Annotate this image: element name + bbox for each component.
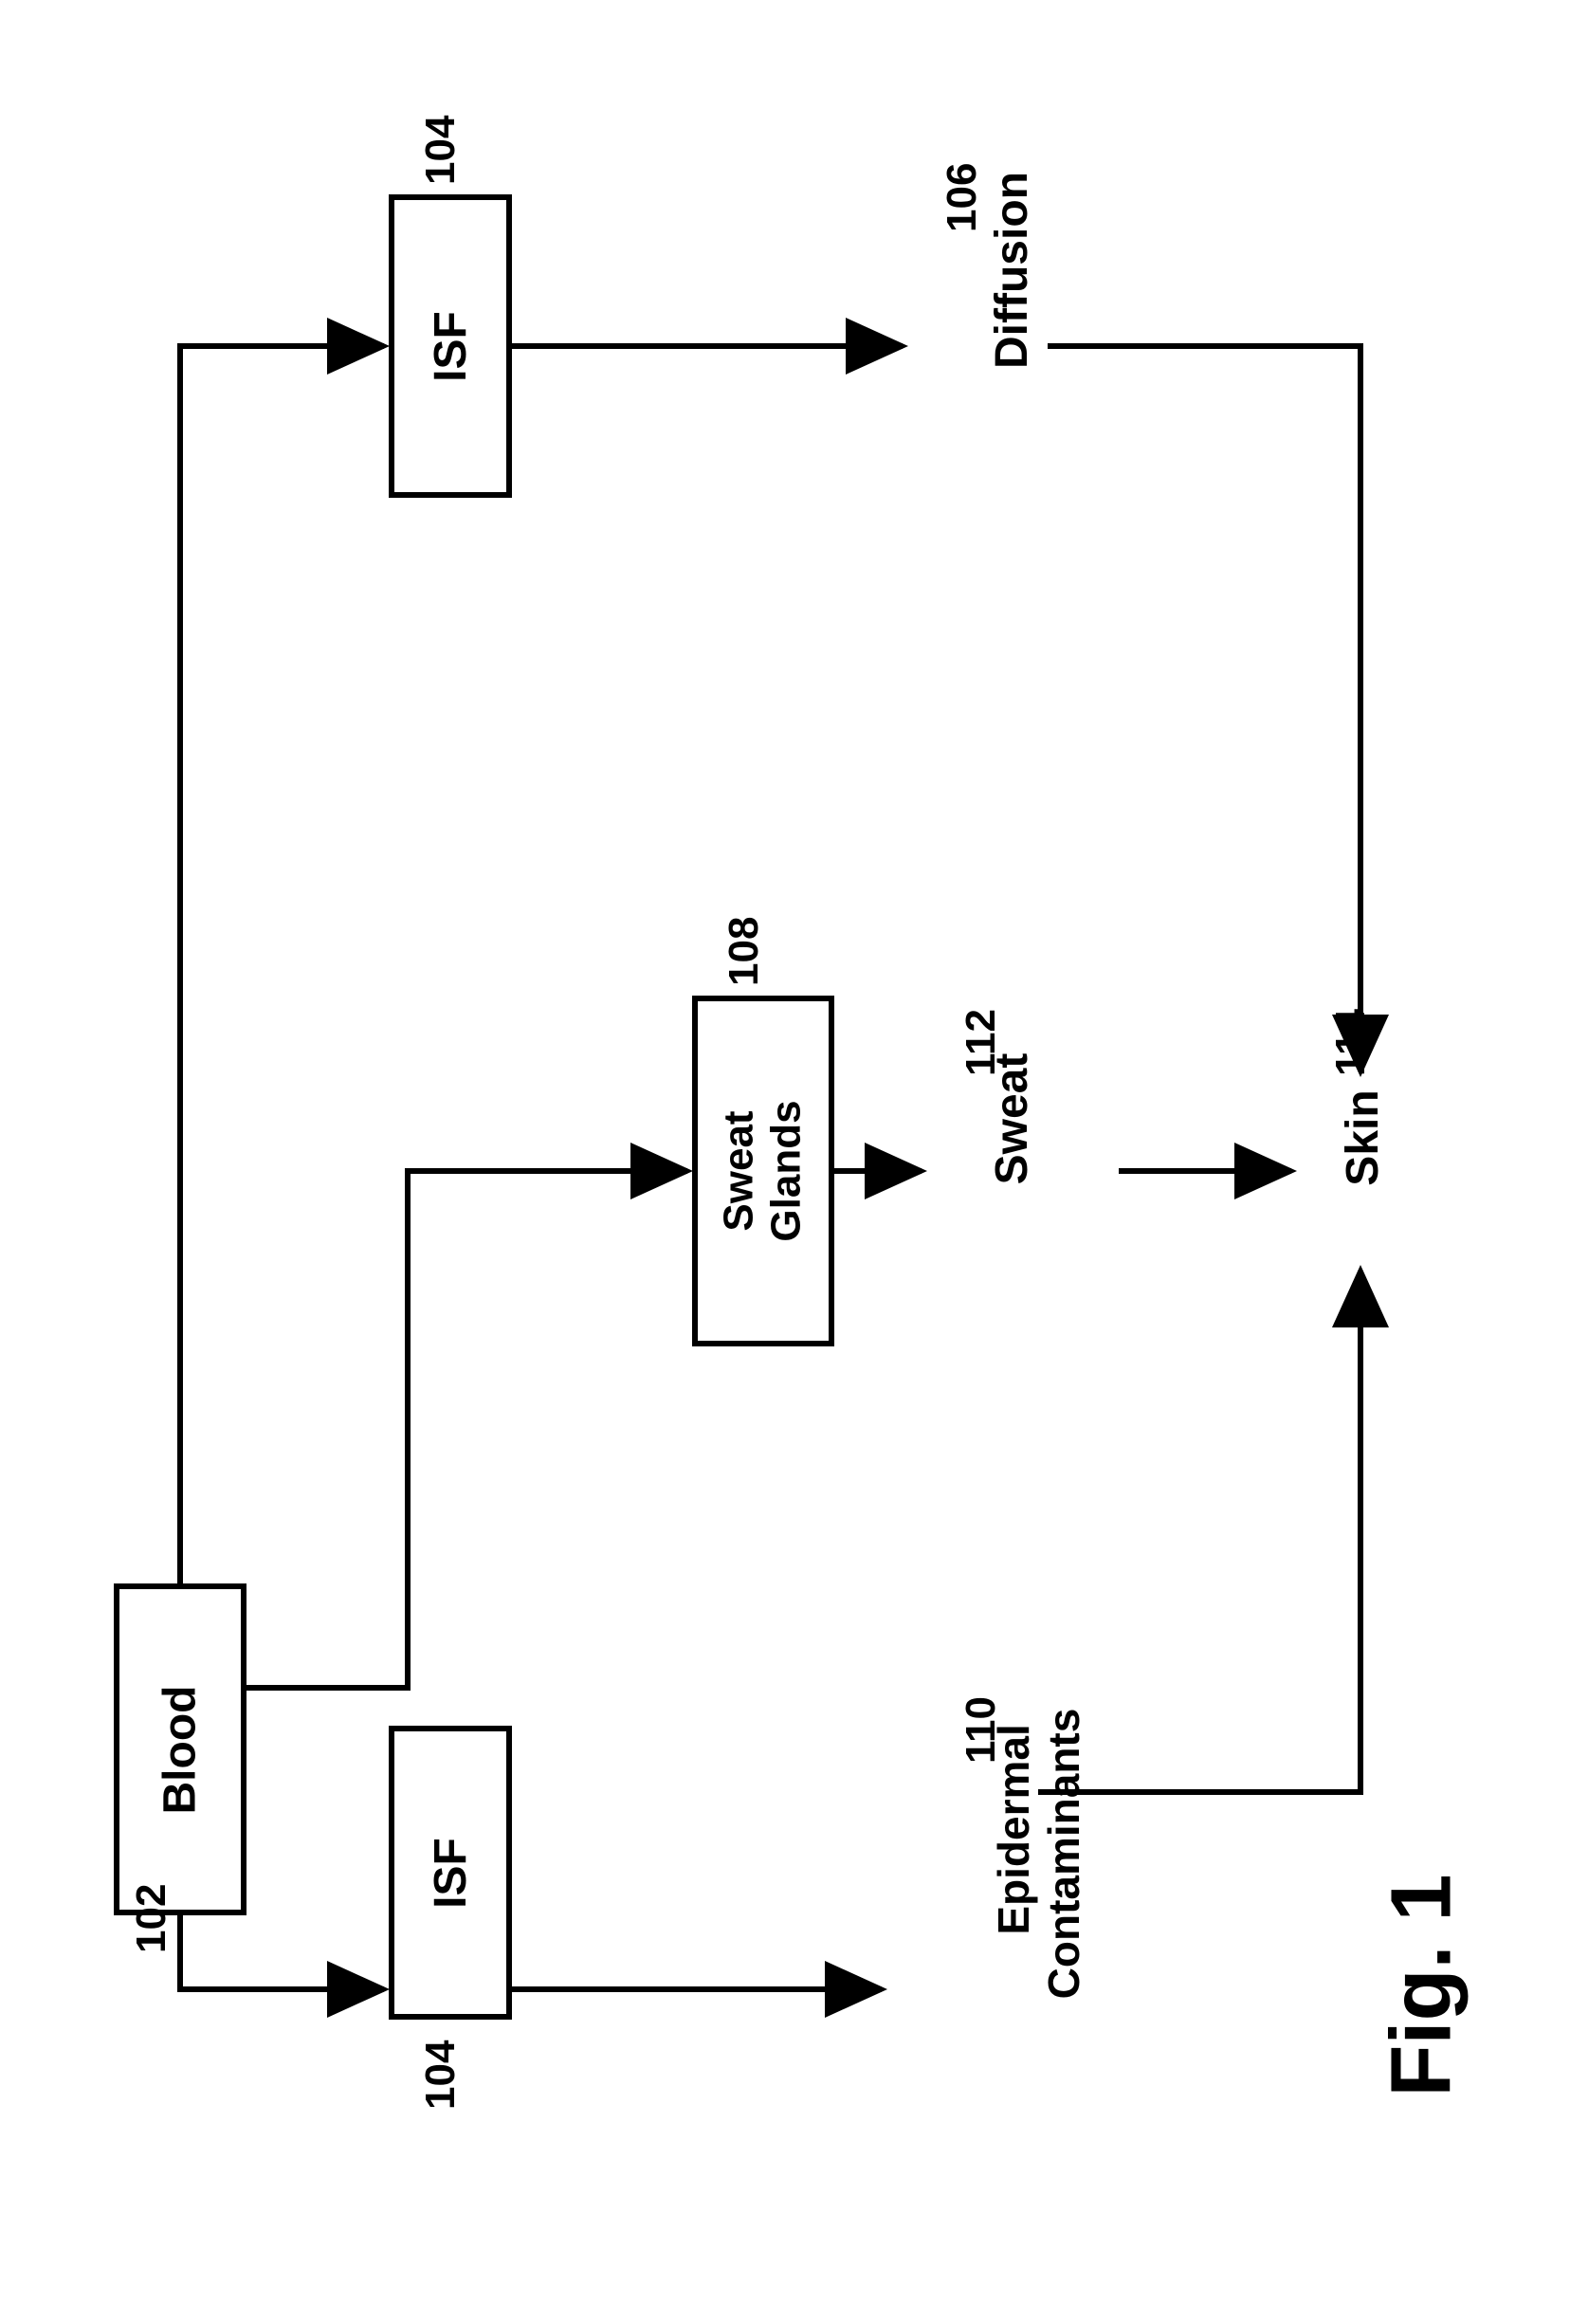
node-blood-label: Blood (155, 1685, 207, 1814)
node-isf-top: ISF (389, 194, 512, 498)
ref-epidermal: 110 (958, 1696, 1005, 1764)
ref-diffusion: 106 (939, 163, 986, 232)
diagram-container: Blood 102 ISF 104 ISF 104 Sweat Glands 1… (0, 0, 1570, 2324)
node-isf-top-label: ISF (424, 311, 476, 382)
node-sweat-glands: Sweat Glands (692, 996, 834, 1346)
ref-blood: 102 (128, 1884, 175, 1953)
node-isf-bottom: ISF (389, 1726, 512, 2020)
node-diffusion: Diffusion (986, 166, 1043, 375)
ref-skin: 114 (1327, 1009, 1375, 1076)
node-skin: Skin (1337, 1076, 1394, 1199)
node-sweat-glands-label: Sweat Glands (716, 1100, 811, 1241)
ref-sweat-glands: 108 (721, 917, 768, 986)
ref-sweat: 112 (958, 1009, 1005, 1076)
node-isf-bottom-label: ISF (424, 1838, 476, 1909)
ref-isf-bottom: 104 (417, 2040, 465, 2110)
ref-isf-top: 104 (417, 116, 465, 185)
figure-label: Fig. 1 (1374, 1832, 1471, 2097)
node-blood: Blood (114, 1583, 246, 1915)
